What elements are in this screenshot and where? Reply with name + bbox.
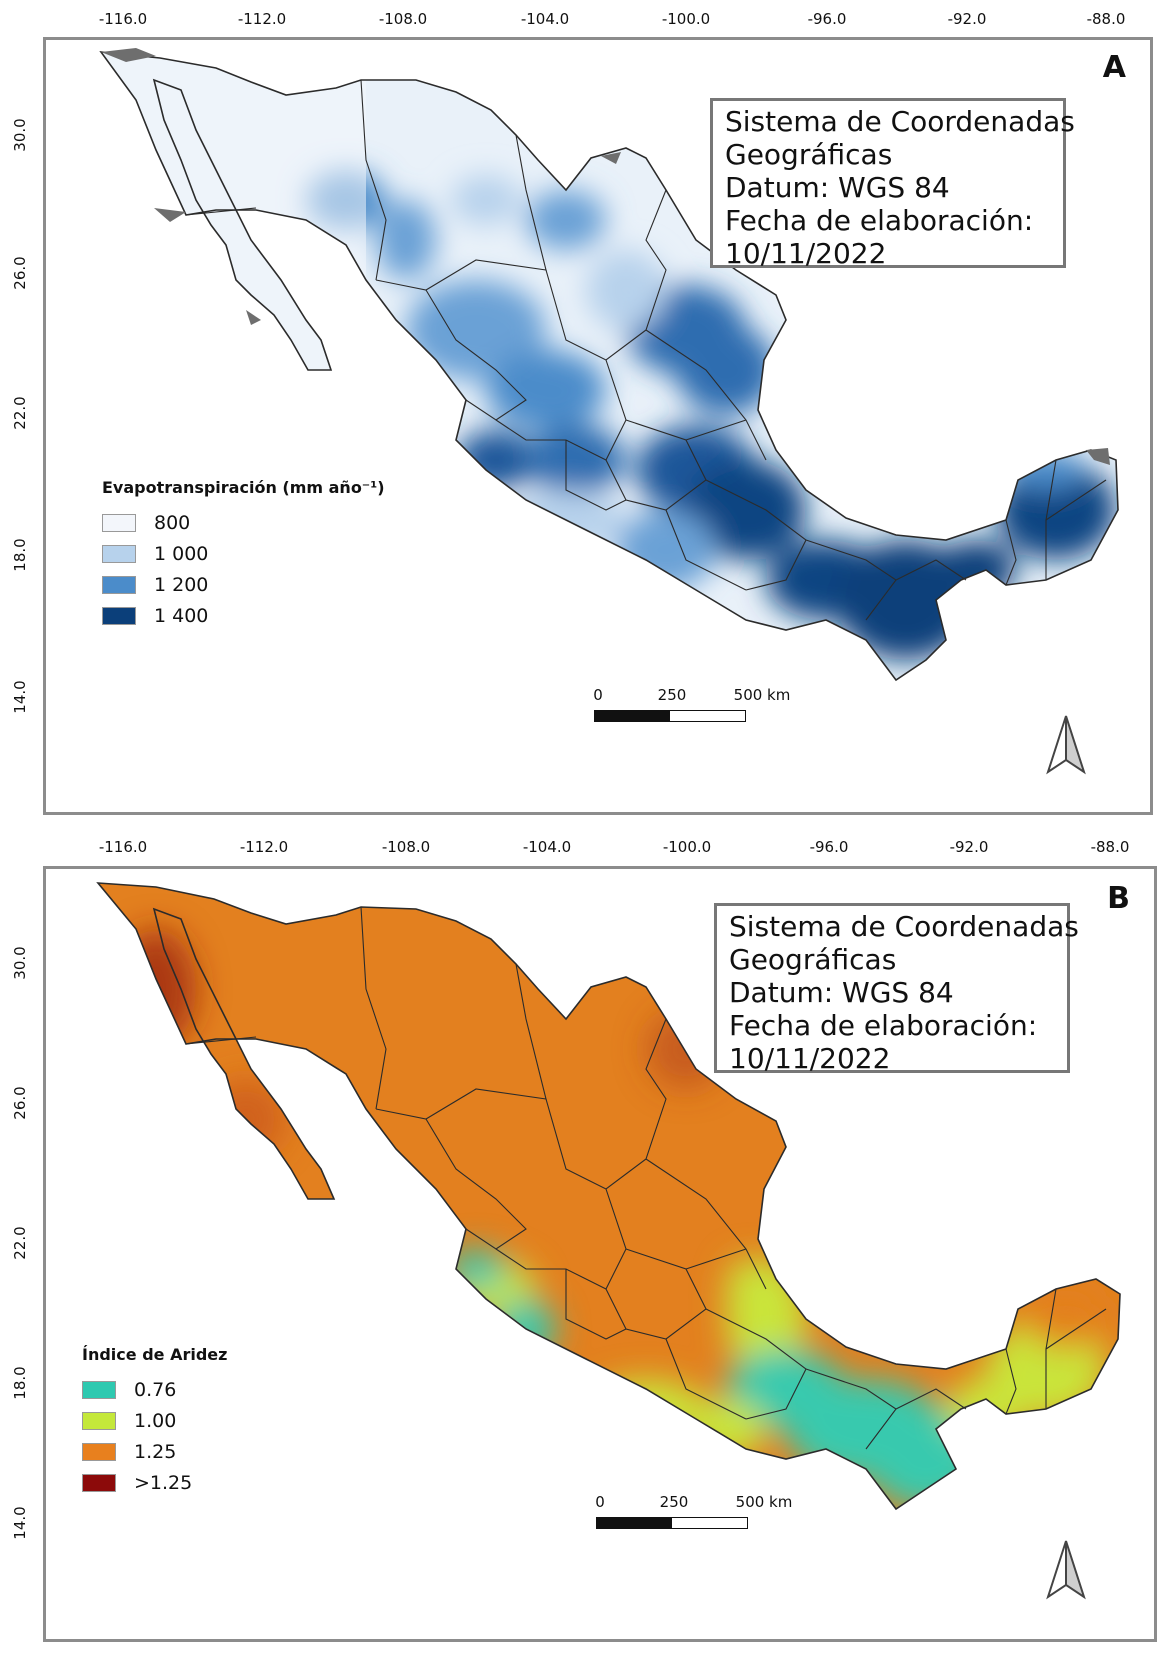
legend-swatch xyxy=(82,1473,116,1492)
lon-tick: -108.0 xyxy=(378,10,428,28)
legend-label: >1.25 xyxy=(134,1471,193,1494)
legend-item: 800 xyxy=(102,507,385,538)
legend: Índice de Aridez 0.76 1.00 1.25 >1.25 xyxy=(82,1345,227,1498)
legend-swatch xyxy=(82,1380,116,1399)
legend-item: 1.25 xyxy=(82,1436,227,1467)
legend-swatch xyxy=(102,575,136,594)
panel-label: B xyxy=(1107,881,1130,916)
info-line: 10/11/2022 xyxy=(729,1042,891,1075)
lon-tick: -88.0 xyxy=(1090,838,1130,856)
scale-label: 250 xyxy=(657,686,687,704)
info-line: Sistema de Coordenadas xyxy=(725,105,1075,138)
lat-tick: 30.0 xyxy=(11,946,29,980)
info-line: Fecha de elaboración: xyxy=(729,1009,1038,1042)
lat-tick: 22.0 xyxy=(11,396,29,430)
lon-tick: -112.0 xyxy=(239,838,289,856)
legend-label: 1.25 xyxy=(134,1440,177,1463)
scale-bar: 0 250 500 km xyxy=(595,1493,792,1529)
legend-item: 0.76 xyxy=(82,1374,227,1405)
lon-tick: -104.0 xyxy=(520,10,570,28)
scale-label: 0 xyxy=(595,1493,605,1511)
legend-swatch xyxy=(102,606,136,625)
legend-swatch xyxy=(82,1411,116,1430)
lon-tick: -116.0 xyxy=(98,10,148,28)
lat-tick: 26.0 xyxy=(11,256,29,290)
info-line: Geográficas xyxy=(729,943,897,976)
legend-item: >1.25 xyxy=(82,1467,227,1498)
lon-tick: -112.0 xyxy=(237,10,287,28)
info-line: Sistema de Coordenadas xyxy=(729,910,1079,943)
lon-tick: -88.0 xyxy=(1086,10,1126,28)
legend-label: 0.76 xyxy=(134,1378,177,1401)
info-line: Datum: WGS 84 xyxy=(725,171,950,204)
legend-title: Índice de Aridez xyxy=(82,1345,228,1364)
lon-tick: -96.0 xyxy=(807,10,847,28)
scale-bar: 0 250 500 km xyxy=(593,686,790,722)
coordinate-info-box: Sistema de Coordenadas Geográficas Datum… xyxy=(714,903,1079,1075)
legend-item: 1 200 xyxy=(102,569,385,600)
lat-tick: 26.0 xyxy=(11,1086,29,1120)
scale-label: 250 xyxy=(659,1493,689,1511)
legend-item: 1 400 xyxy=(102,600,385,631)
legend-swatch xyxy=(102,544,136,563)
lat-tick: 14.0 xyxy=(11,680,29,714)
lon-tick: -108.0 xyxy=(381,838,431,856)
legend-swatch xyxy=(82,1442,116,1461)
scale-label: 500 km xyxy=(733,686,791,704)
lon-tick: -92.0 xyxy=(947,10,987,28)
lon-tick: -116.0 xyxy=(98,838,148,856)
legend-title: Evapotranspiración (mm año⁻¹) xyxy=(102,478,385,497)
lon-tick: -104.0 xyxy=(522,838,572,856)
lat-tick: 18.0 xyxy=(11,1366,29,1400)
lat-tick: 30.0 xyxy=(11,118,29,152)
lon-tick: -92.0 xyxy=(949,838,989,856)
legend-label: 1 000 xyxy=(154,542,209,565)
legend-item: 1 000 xyxy=(102,538,385,569)
legend-label: 1 400 xyxy=(154,604,209,627)
lat-tick: 14.0 xyxy=(11,1506,29,1540)
north-arrow-icon xyxy=(1046,715,1086,775)
lon-tick: -96.0 xyxy=(809,838,849,856)
lat-tick: 22.0 xyxy=(11,1226,29,1260)
north-arrow-icon xyxy=(1046,1540,1086,1600)
lon-tick: -100.0 xyxy=(662,838,712,856)
coordinate-info-box: Sistema de Coordenadas Geográficas Datum… xyxy=(710,98,1075,270)
lat-tick: 18.0 xyxy=(11,538,29,572)
lon-tick: -100.0 xyxy=(661,10,711,28)
legend-item: 1.00 xyxy=(82,1405,227,1436)
scale-label: 500 km xyxy=(735,1493,793,1511)
legend-label: 800 xyxy=(154,511,191,534)
map-panel-a: -116.0 -112.0 -108.0 -104.0 -100.0 -96.0… xyxy=(0,0,1170,820)
legend-swatch xyxy=(102,513,136,532)
legend: Evapotranspiración (mm año⁻¹) 800 1 000 … xyxy=(102,478,385,631)
map-frame: A Sistema de Coordenadas Geográficas Dat… xyxy=(43,37,1153,815)
scale-label: 0 xyxy=(593,686,603,704)
legend-label: 1.00 xyxy=(134,1409,177,1432)
map-panel-b: -116.0 -112.0 -108.0 -104.0 -100.0 -96.0… xyxy=(0,828,1170,1654)
info-line: Datum: WGS 84 xyxy=(729,976,954,1009)
map-frame: B Sistema de Coordenadas Geográficas Dat… xyxy=(43,866,1157,1642)
info-line: Geográficas xyxy=(725,138,893,171)
panel-label: A xyxy=(1102,50,1126,85)
info-line: 10/11/2022 xyxy=(725,237,887,270)
info-line: Fecha de elaboración: xyxy=(725,204,1034,237)
legend-label: 1 200 xyxy=(154,573,209,596)
